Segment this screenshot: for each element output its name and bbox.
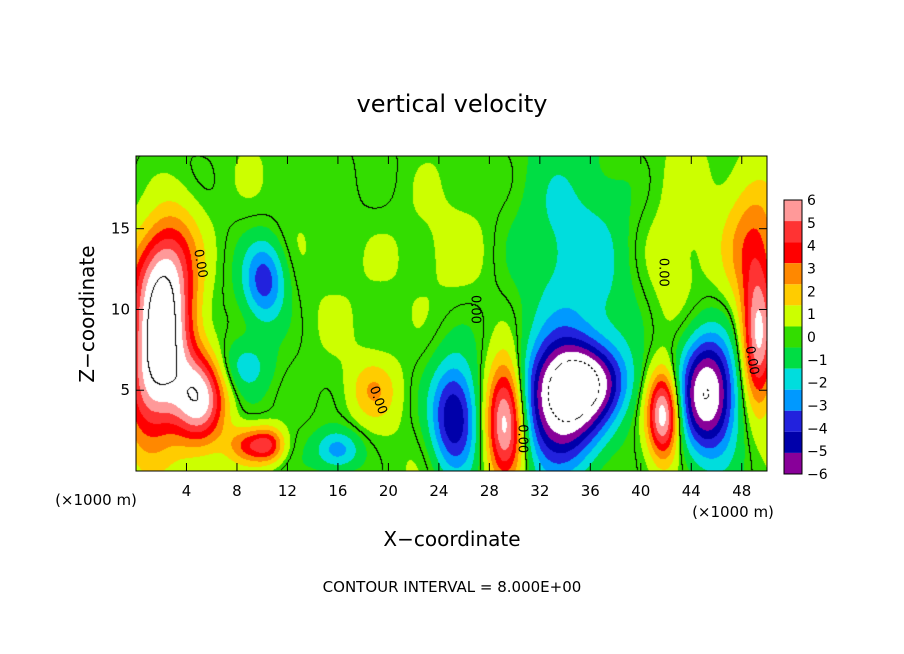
colorbar-cell (784, 200, 802, 222)
contour-label: 0.00 (742, 345, 762, 376)
contour-label: 0.00 (656, 258, 671, 287)
colorbar-label: −1 (807, 353, 828, 369)
contour-label: 0.00 (514, 424, 529, 453)
x-tick-label: 24 (429, 482, 448, 500)
colorbar-cell (784, 326, 802, 348)
colorbar-label: 2 (807, 284, 816, 300)
x-tick-label: 28 (480, 482, 499, 500)
contour-interval-label: CONTOUR INTERVAL = 8.000E+00 (323, 578, 582, 596)
x-tick-label: 4 (182, 482, 192, 500)
colorbar-cell (784, 368, 802, 390)
colorbar-label: 4 (807, 239, 816, 255)
heatmap-field (136, 156, 767, 471)
colorbar-label: 1 (807, 307, 816, 323)
y-tick-label: 10 (111, 300, 130, 318)
colorbar-cell (784, 263, 802, 285)
colorbar-cell (784, 347, 802, 369)
y-axis: 5 10 15 (111, 220, 767, 399)
colorbar-cell (784, 221, 802, 243)
colorbar-cell (784, 410, 802, 432)
colorbar-cell (784, 452, 802, 474)
x-tick-label: 44 (682, 482, 701, 500)
colorbar-label: 5 (807, 216, 816, 232)
x-tick-label: 48 (732, 482, 751, 500)
colorbar-cell (784, 431, 802, 453)
colorbar-cell (784, 389, 802, 411)
colorbar: 6 5 4 3 2 1 0 −1 −2 −3 −4 −5 −6 (783, 193, 828, 483)
colorbar-cell (784, 284, 802, 306)
colorbar-cell (784, 242, 802, 264)
colorbar-cell (784, 305, 802, 327)
contour-label: 0.00 (190, 248, 210, 279)
colorbar-label: 6 (807, 193, 816, 209)
colorbar-label: −6 (807, 467, 828, 483)
x-axis: 4 8 12 16 20 24 28 32 36 40 44 48 (182, 156, 751, 500)
contour-label: 0.00 (468, 295, 483, 324)
colorbar-label: −5 (807, 444, 828, 460)
x-tick-label: 12 (278, 482, 297, 500)
x-tick-label: 16 (328, 482, 347, 500)
plot-area: 0.000.000.000.000.000.00 (135, 155, 768, 472)
colorbar-label: 0 (807, 330, 816, 346)
colorbar-label: 3 (807, 262, 816, 278)
y-tick-label: 15 (111, 220, 130, 238)
x-unit-label-left: (×1000 m) (55, 491, 137, 509)
contour-labels: 0.000.000.000.000.000.00 (190, 248, 761, 453)
colorbar-frame (783, 199, 803, 475)
x-tick-label: 8 (232, 482, 242, 500)
x-tick-label: 36 (581, 482, 600, 500)
chart-title: vertical velocity (357, 90, 548, 118)
colorbar-label: −2 (807, 376, 828, 392)
y-axis-label: Z−coordinate (75, 245, 99, 382)
colorbar-label: −3 (807, 399, 828, 415)
x-tick-label: 40 (631, 482, 650, 500)
colorbar-label: −4 (807, 421, 828, 437)
plot-frame (135, 155, 768, 472)
x-axis-label: X−coordinate (383, 527, 520, 551)
x-tick-label: 20 (379, 482, 398, 500)
y-tick-label: 5 (120, 381, 130, 399)
x-tick-label: 32 (530, 482, 549, 500)
x-unit-label-right: (×1000 m) (692, 503, 774, 521)
